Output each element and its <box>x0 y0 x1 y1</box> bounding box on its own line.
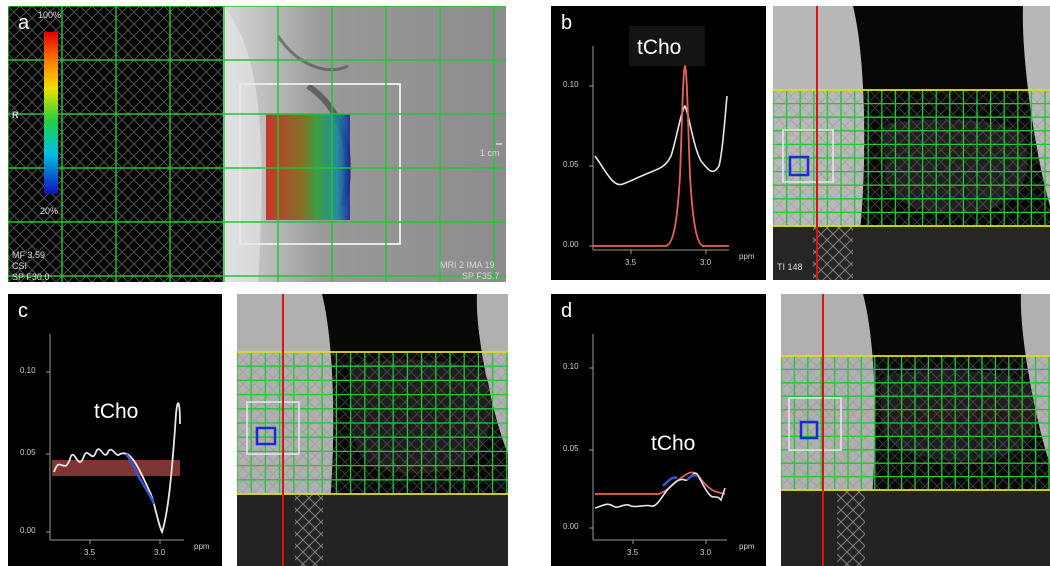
ytick-b-0: 0.10 <box>563 80 579 89</box>
panel-a-image <box>8 6 506 282</box>
panel-label-c: c <box>18 300 28 322</box>
ytick-c-0: 0.10 <box>20 366 36 375</box>
tcho-label-d: tCho <box>651 432 696 455</box>
colorbar <box>44 32 58 194</box>
panel-label-d: d <box>561 300 573 322</box>
xtick-c-1: 3.0 <box>154 548 166 557</box>
panel-d-spectrum: d tCho 0.10 0.05 0.00 3.5 3.0 ppm <box>551 294 766 566</box>
overlay-left-2: CSI <box>12 261 28 271</box>
ytick-c-1: 0.05 <box>20 448 36 457</box>
orientation-marker: R <box>12 110 19 120</box>
ytick-d-0: 0.10 <box>563 362 579 371</box>
scale-bottom-label: 20% <box>40 206 59 216</box>
xtick-c-0: 3.5 <box>84 548 96 557</box>
ytick-c-2: 0.00 <box>20 526 36 535</box>
mri-b-image <box>773 6 1050 280</box>
panel-b-spectrum: b tCho 0.10 0.05 0.00 3.5 3.0 ppm <box>551 6 766 280</box>
ytick-d-2: 0.00 <box>563 522 579 531</box>
spectrum-d-plot <box>551 294 766 566</box>
spectrum-b-plot <box>551 6 766 280</box>
overlay-right-2: SP F35.7 <box>462 271 500 281</box>
image-overlay-b: TI 148 <box>777 262 803 272</box>
panel-c-spectrum: c tCho 0.10 0.05 0.00 3.5 3.0 ppm <box>8 294 222 566</box>
tcho-label-c: tCho <box>94 400 139 423</box>
panel-label-b: b <box>561 12 573 34</box>
panel-c-mri <box>237 294 508 566</box>
mri-c-image <box>237 294 508 566</box>
tcho-label-b: tCho <box>637 36 682 59</box>
panel-label-a: a <box>18 12 30 34</box>
xtick-b-0: 3.5 <box>625 258 637 267</box>
overlay-left-1: MF 3.59 <box>12 250 46 260</box>
ytick-d-1: 0.05 <box>563 444 579 453</box>
overlay-left-3: SP F30.0 <box>12 272 50 282</box>
xtick-d-0: 3.5 <box>627 548 639 557</box>
ytick-b-2: 0.00 <box>563 240 579 249</box>
xtick-d-1: 3.0 <box>700 548 712 557</box>
panel-a-csi-map: a 100% 20% R 1 cm MF 3.59 CSI SP F30.0 M… <box>8 6 506 282</box>
scale-bar-label: 1 cm <box>480 148 500 158</box>
spectrum-c-plot <box>8 294 222 566</box>
ytick-b-1: 0.05 <box>563 160 579 169</box>
xtick-b-1: 3.0 <box>700 258 712 267</box>
panel-d-mri <box>781 294 1050 566</box>
overlay-right-1: MRI 2 IMA 19 <box>440 260 495 270</box>
unit-c: ppm <box>194 542 210 551</box>
scale-top-label: 100% <box>38 10 62 20</box>
unit-b: ppm <box>739 252 755 261</box>
mri-d-image <box>781 294 1050 566</box>
unit-d: ppm <box>739 542 755 551</box>
panel-b-mri: TI 148 <box>773 6 1050 280</box>
